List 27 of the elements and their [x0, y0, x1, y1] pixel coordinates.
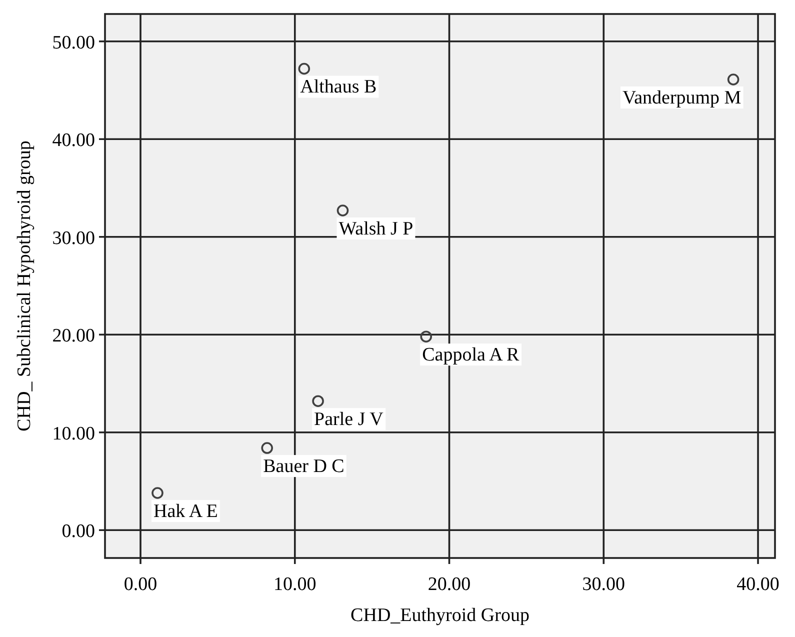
y-tick-label: 20.00: [52, 326, 95, 347]
annotation: Walsh J P: [338, 218, 414, 240]
y-tick-label: 10.00: [52, 423, 95, 444]
y-tick-label: 50.00: [52, 32, 95, 54]
x-axis-title: CHD_Euthyroid Group: [350, 605, 530, 626]
point: [336, 204, 349, 216]
x-tick-label: 40.00: [736, 574, 780, 595]
annotation: Hak A E: [153, 500, 218, 522]
y-tick-label: 40.00: [52, 130, 95, 152]
point: [420, 330, 432, 342]
x-tick-label: 20.00: [428, 574, 471, 595]
x-tick-label: 30.00: [582, 574, 626, 595]
point: [312, 395, 324, 408]
annotation: Bauer D C: [263, 456, 344, 478]
point: [152, 487, 164, 499]
point: [727, 74, 740, 86]
annotation: Cappola A R: [422, 344, 520, 366]
annotation: Althaus B: [300, 76, 377, 98]
y-axis-title: CHD_ Subclinical Hypothyroid group: [14, 140, 35, 432]
x-tick-label: 0.00: [124, 574, 158, 595]
y-tick-label: 30.00: [52, 228, 95, 249]
x-tick-label: 10.00: [274, 574, 316, 595]
point: [298, 62, 310, 75]
annotation: Parle J V: [314, 409, 384, 430]
y-tick-label: 0.00: [62, 521, 95, 542]
annotation: Vanderpump M: [622, 87, 742, 108]
point: [261, 442, 273, 454]
